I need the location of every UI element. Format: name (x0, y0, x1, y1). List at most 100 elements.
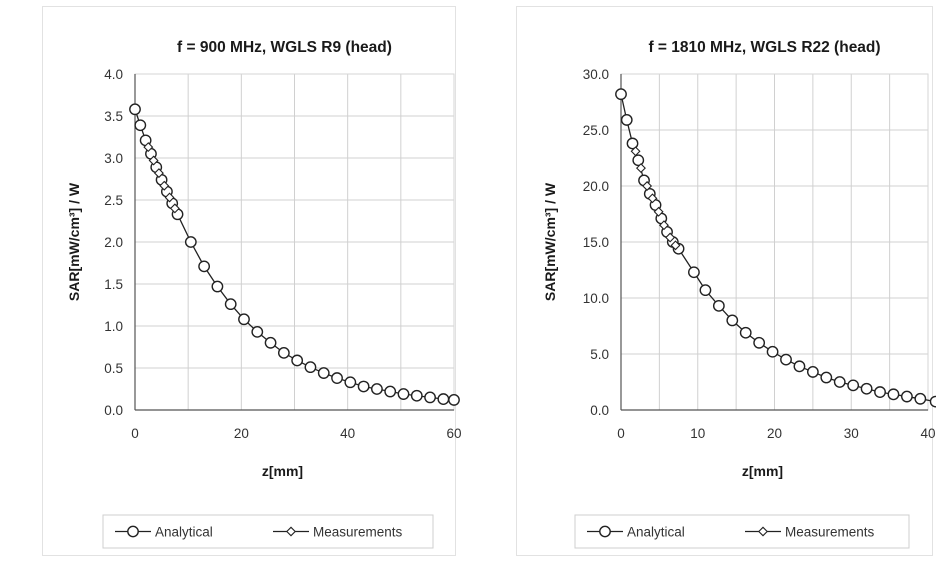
data-point-analytical (251, 325, 264, 338)
data-point-analytical (753, 336, 766, 349)
data-point-analytical (224, 298, 237, 311)
x-tick-label: 40 (920, 426, 935, 441)
data-point-analytical (739, 326, 752, 339)
data-point-analytical (833, 376, 846, 388)
data-point-analytical (357, 380, 370, 393)
data-point-analytical (410, 389, 423, 402)
legend-label: Measurements (313, 525, 403, 540)
data-point-measurement (647, 193, 658, 204)
chart-900mhz: f = 900 MHz, WGLS R9 (head) 0 20 40 60 0.0 0.5… (66, 39, 462, 549)
data-point-analytical (184, 236, 197, 248)
chart-panel-1810mhz: f = 1810 MHz, WGLS R22 (head) 0 10 20 30 40 0.… (516, 6, 936, 556)
data-point-analytical (304, 361, 317, 374)
legend: Analytical Measurements (102, 514, 434, 549)
data-point-analytical (277, 346, 290, 359)
data-point-analytical (344, 376, 357, 389)
data-point-analytical (211, 280, 224, 293)
legend-marker-diamond (758, 526, 768, 537)
y-tick-label: 4.0 (104, 67, 123, 82)
data-point-analytical (264, 336, 277, 349)
y-tick-label: 0.0 (590, 403, 609, 418)
y-tick-label: 3.0 (104, 151, 123, 166)
data-point-analytical (820, 371, 833, 384)
legend-marker-diamond (286, 526, 296, 537)
data-point-analytical (887, 388, 900, 401)
data-point-analytical (331, 372, 343, 384)
data-point-measurement (630, 146, 641, 157)
data-point-analytical (198, 260, 211, 273)
y-tick-label: 1.0 (104, 319, 123, 334)
legend-box (574, 514, 910, 549)
data-point-analytical (317, 367, 330, 379)
y-tick-label: 30.0 (583, 67, 609, 82)
legend-box (102, 514, 434, 549)
x-axis-title: z[mm] (262, 463, 303, 479)
data-point-analytical (238, 313, 250, 326)
y-tick-label: 3.5 (104, 109, 123, 124)
chart-title: f = 900 MHz, WGLS R9 (head) (177, 39, 392, 56)
data-point-analytical (793, 360, 806, 373)
y-tick-label: 2.0 (104, 235, 123, 250)
series-line-analytical (620, 94, 936, 403)
data-point-measurement (653, 206, 664, 217)
data-point-measurement (665, 232, 676, 243)
legend: Analytical Measurements (574, 514, 910, 549)
x-axis-title: z[mm] (742, 463, 783, 479)
data-point-analytical (726, 314, 739, 327)
x-tick-label: 40 (340, 426, 355, 441)
legend-marker-circle (599, 525, 611, 538)
x-tick-label: 20 (767, 426, 782, 441)
y-tick-label: 20.0 (583, 179, 609, 194)
data-point-analytical (397, 388, 410, 400)
data-point-analytical (766, 345, 779, 358)
data-point-measurement (659, 220, 669, 231)
chart-title: f = 1810 MHz, WGLS R22 (head) (648, 39, 880, 56)
y-tick-label: 5.0 (590, 347, 609, 362)
data-point-analytical (134, 119, 147, 132)
y-tick-label: 10.0 (583, 291, 609, 306)
x-tick-label: 10 (690, 426, 705, 441)
y-tick-label: 15.0 (583, 235, 609, 250)
x-tick-label: 30 (844, 426, 859, 441)
data-point-analytical (914, 392, 927, 405)
series-analytical (615, 88, 936, 408)
data-point-analytical (384, 385, 397, 398)
x-tick-label: 20 (234, 426, 249, 441)
data-point-analytical (688, 266, 700, 279)
y-tick-label: 0.5 (104, 361, 123, 376)
x-tick-label: 60 (446, 426, 461, 441)
y-axis-title: SAR[mW/cm³] / W (66, 182, 82, 301)
data-point-analytical (806, 366, 819, 378)
data-point-analytical (615, 88, 627, 101)
data-point-measurement (164, 192, 175, 203)
y-tick-label: 2.5 (104, 193, 123, 208)
chart-1810mhz: f = 1810 MHz, WGLS R22 (head) 0 10 20 30 40 0.… (542, 39, 936, 549)
data-point-analytical (632, 154, 645, 167)
data-point-analytical (620, 114, 633, 126)
data-point-analytical (929, 395, 936, 408)
data-point-analytical (371, 383, 383, 395)
data-point-measurement (148, 155, 159, 166)
legend-label: Measurements (785, 525, 875, 540)
data-point-analytical (448, 394, 460, 406)
data-point-measurement (635, 163, 646, 174)
y-tick-label: 1.5 (104, 277, 123, 292)
data-point-analytical (437, 393, 450, 405)
y-tick-label: 25.0 (583, 123, 609, 138)
data-point-analytical (424, 391, 436, 404)
data-point-analytical (712, 299, 725, 312)
series-measurements (630, 146, 681, 251)
x-tick-label: 0 (617, 426, 625, 441)
legend-label: Analytical (155, 525, 213, 540)
data-point-measurement (159, 180, 170, 191)
data-point-measurement (153, 168, 164, 179)
data-point-analytical (847, 379, 860, 392)
legend-marker-circle (127, 525, 139, 538)
data-point-analytical (129, 103, 141, 116)
data-point-analytical (874, 386, 886, 398)
data-point-measurement (143, 142, 154, 153)
data-point-analytical (291, 354, 304, 367)
legend-label: Analytical (627, 525, 685, 540)
x-tick-label: 0 (131, 426, 139, 441)
series-measurements (143, 142, 180, 214)
